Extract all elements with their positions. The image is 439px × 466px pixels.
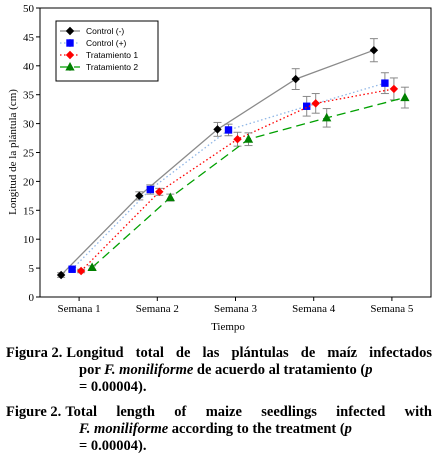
data-point [213, 125, 222, 134]
x-axis-title: Tiempo [211, 321, 245, 333]
data-point [233, 134, 242, 144]
caption-en-lead: Figure 2. [6, 404, 62, 420]
legend: Control (-) Control (+) Tratamiento 1 Trata… [55, 20, 159, 82]
x-tick-label: Semana 5 [370, 303, 414, 315]
caption-es-line3: = 0.00004). [79, 379, 147, 395]
series-tratamiento-1 [76, 77, 399, 276]
y-tick-label: 35 [23, 90, 35, 102]
data-point [322, 112, 332, 122]
y-tick-label: 40 [23, 61, 35, 73]
y-tick-label: 50 [23, 3, 35, 15]
data-point [389, 84, 399, 94]
legend-marker [65, 61, 75, 71]
legend-marker [66, 39, 74, 47]
y-tick-label: 20 [23, 176, 35, 188]
caption-en-line1: Total length of maize seedlings infected… [65, 404, 432, 420]
x-tick-label: Semana 4 [292, 303, 336, 315]
y-axis-title: Longitud de la plántula (cm) [7, 89, 19, 215]
figure-caption-english: Figure 2. Total length of maize seedling… [6, 404, 432, 455]
data-point [381, 79, 389, 87]
x-axis: Semana 1 Semana 2 Semana 3 Semana 4 Semana 5 [58, 297, 414, 315]
legend-marker [65, 50, 75, 60]
data-point [68, 265, 76, 273]
y-tick-label: 45 [23, 32, 35, 44]
legend-label: Control (-) [86, 26, 124, 36]
data-point [87, 262, 97, 272]
legend-label: Tratamiento 1 [86, 50, 138, 60]
legend-label: Tratamiento 2 [86, 62, 138, 72]
caption-en-line3: = 0.00004). [79, 438, 147, 454]
y-tick-label: 15 [23, 205, 35, 217]
y-tick-label: 30 [23, 119, 35, 131]
series-layer [56, 38, 410, 280]
y-tick-label: 10 [23, 234, 35, 246]
data-point [135, 191, 144, 201]
y-axis: 0 5 10 15 20 25 30 35 40 45 50 [23, 3, 40, 304]
caption-es-lead: Figura 2. [6, 345, 63, 361]
data-point [369, 45, 379, 55]
series-control [68, 72, 389, 273]
data-point [76, 266, 86, 276]
x-tick-label: Semana 3 [214, 303, 258, 315]
data-point [146, 185, 155, 194]
series-control [56, 38, 379, 280]
data-point [224, 126, 233, 134]
legend-marker [65, 26, 75, 36]
caption-es-line1: Longitud total de las plántulas de maíz … [66, 345, 432, 361]
data-point [400, 92, 410, 102]
series-line [60, 49, 375, 276]
data-point [155, 187, 164, 197]
data-point [311, 99, 320, 108]
data-point [243, 134, 254, 143]
caption-es-line2: por F. moniliforme de acuerdo al tratami… [79, 362, 373, 378]
x-tick-label: Semana 1 [58, 303, 101, 315]
figure-caption-spanish: Figura 2. Longitud total de las plántula… [6, 345, 432, 396]
caption-en-line2: F. moniliforme according to the treatmen… [79, 421, 352, 437]
y-tick-label: 5 [29, 263, 35, 275]
x-tick-label: Semana 2 [136, 303, 179, 315]
series-line [71, 82, 386, 270]
caption-en-species: F. moniliforme [79, 421, 169, 437]
caption-es-species: F. moniliforme [104, 362, 194, 378]
data-point [291, 74, 300, 84]
data-point [56, 270, 66, 280]
y-tick-label: 0 [29, 292, 35, 304]
y-tick-label: 25 [23, 148, 35, 160]
series-tratamiento-2 [87, 86, 410, 272]
series-line [91, 96, 406, 269]
legend-label: Control (+) [86, 38, 127, 48]
data-point [165, 192, 175, 202]
